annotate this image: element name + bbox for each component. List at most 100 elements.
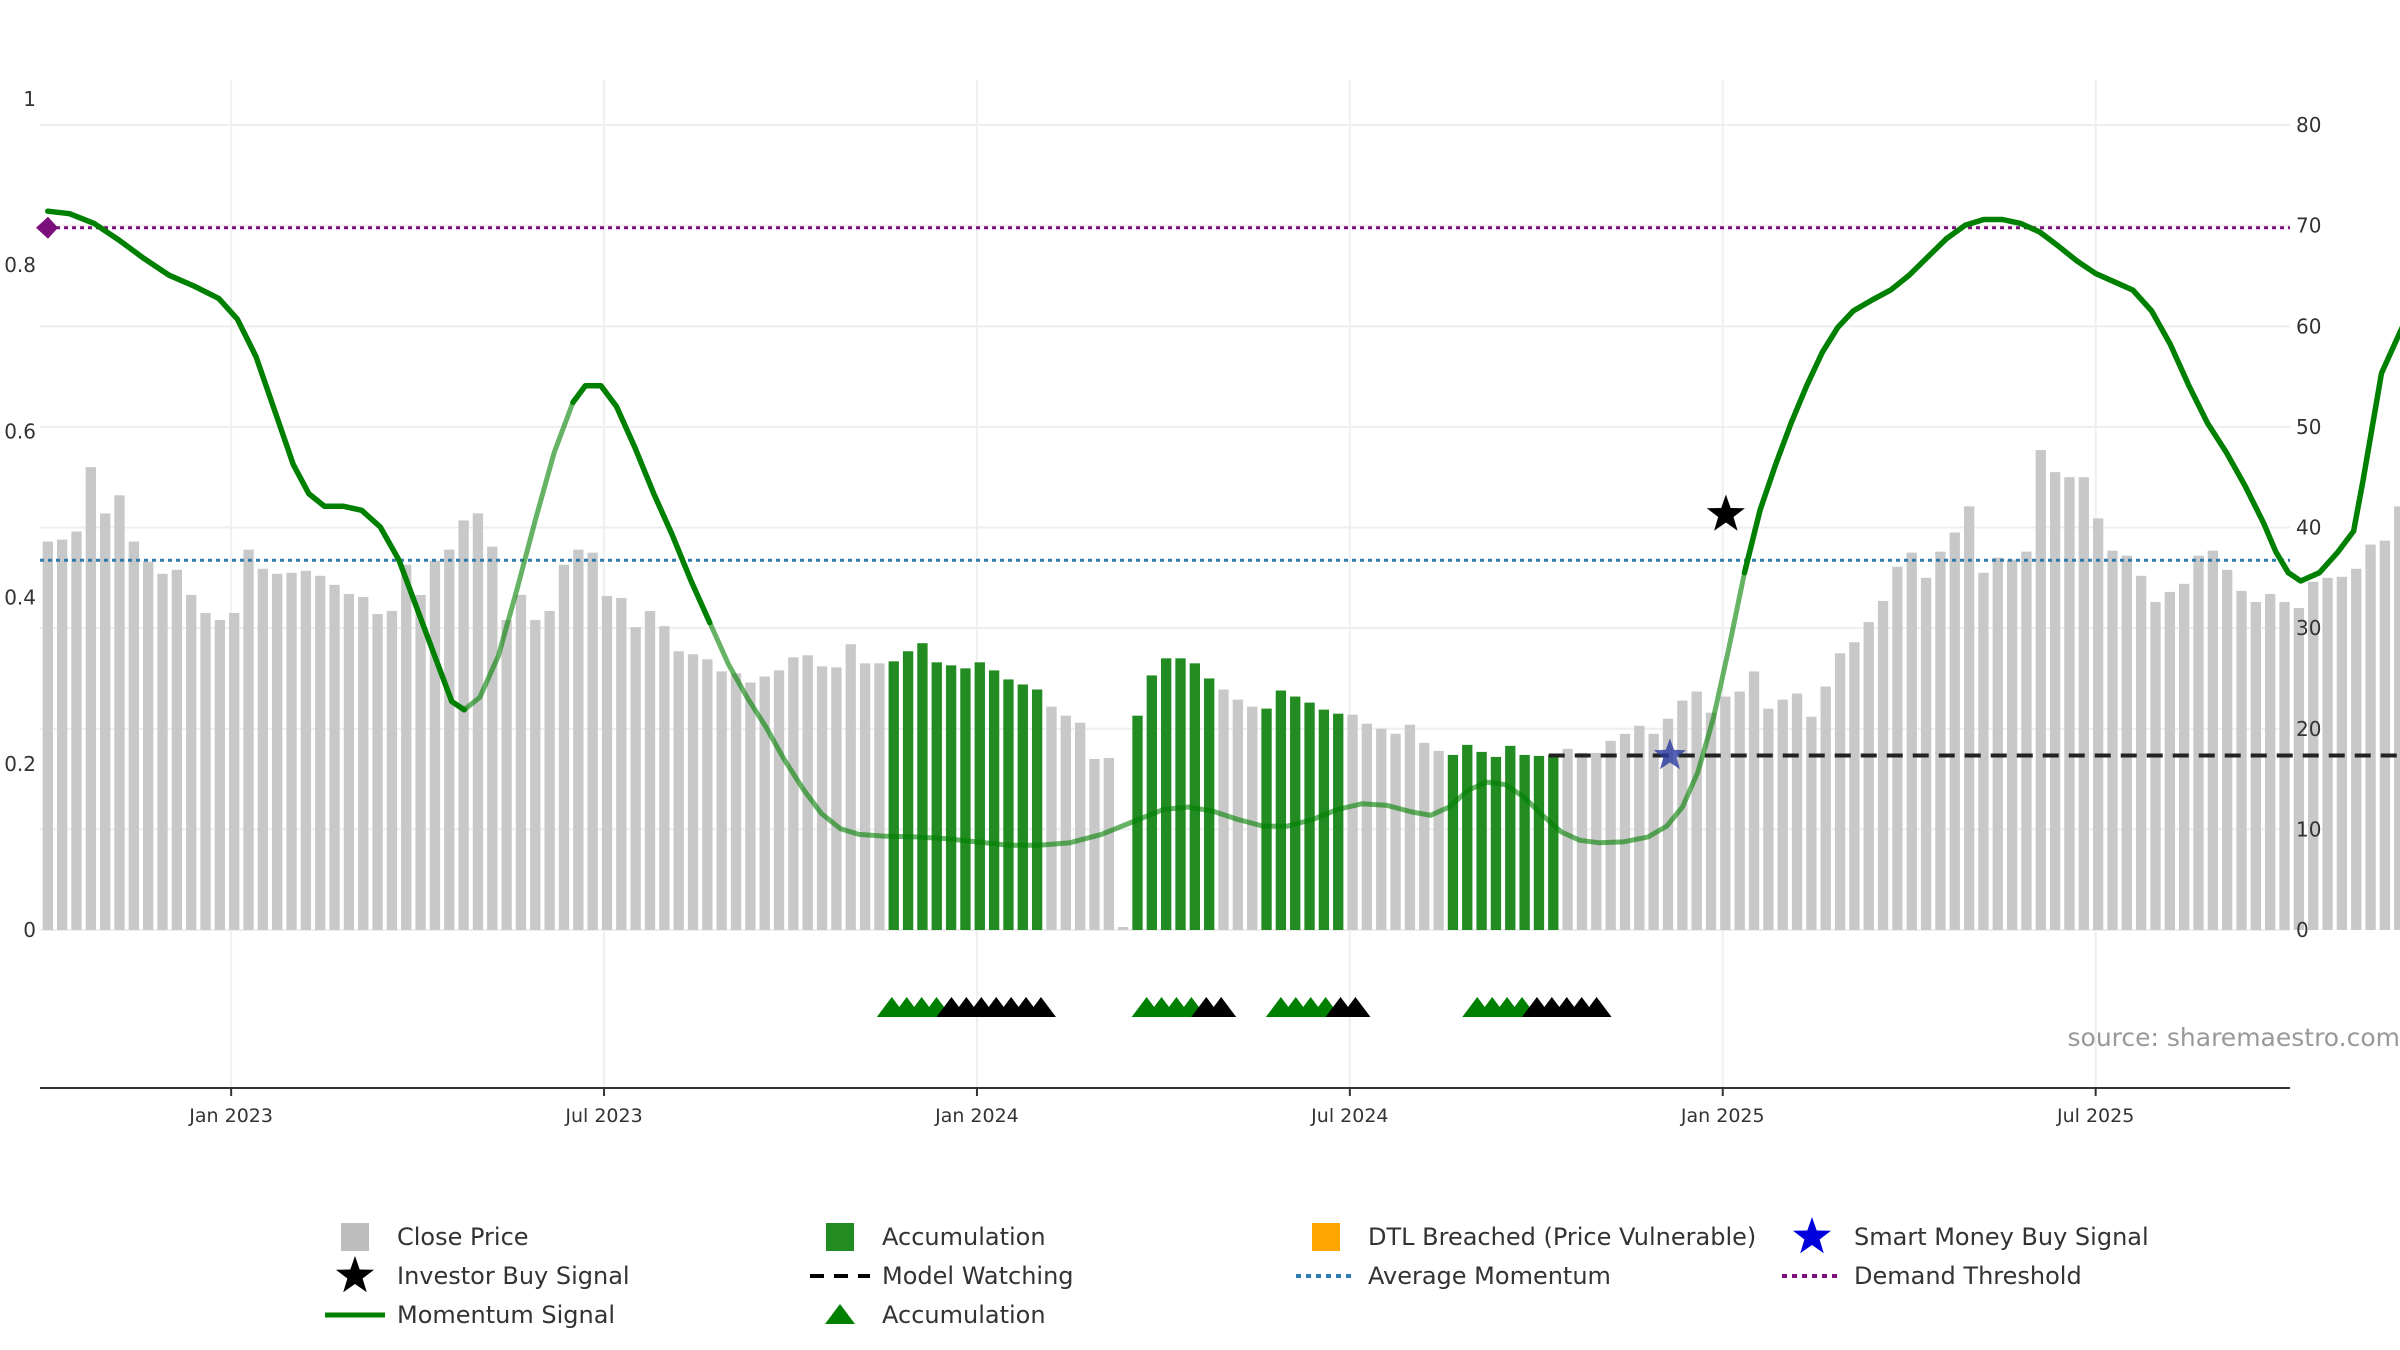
close-price-bar [315, 575, 326, 930]
legend-label: DTL Breached (Price Vulnerable) [1368, 1223, 1756, 1251]
close-price-bar [2222, 569, 2233, 930]
legend-label: Smart Money Buy Signal [1854, 1223, 2149, 1251]
close-price-bar [1089, 758, 1100, 930]
close-price-bar [1748, 671, 1760, 930]
close-price-bar [1677, 700, 1688, 930]
legend-item-demand: Demand Threshold [1782, 1262, 2082, 1290]
close-price-bar [2078, 477, 2089, 930]
close-price-bar [42, 541, 53, 930]
legend-item-smart: Smart Money Buy Signal [1793, 1217, 2149, 1254]
close-price-bar [2379, 540, 2391, 930]
close-price-bar [515, 594, 527, 930]
close-price-bar [859, 663, 871, 930]
close-price-bar [257, 568, 269, 930]
close-price-bar [558, 564, 570, 930]
close-price-bar [1849, 642, 1860, 930]
close-price-bar [472, 513, 484, 930]
close-price-bar [1232, 699, 1244, 930]
accumulation-bar [1003, 679, 1014, 930]
accumulation-markers [876, 997, 1612, 1017]
close-price-bar [272, 573, 283, 930]
accumulation-bar [1146, 675, 1157, 930]
close-price-bar [171, 569, 183, 930]
legend-label: Accumulation [882, 1223, 1046, 1251]
close-price-bar [329, 584, 340, 930]
close-price-bar [1720, 696, 1731, 930]
close-price-bar [429, 560, 441, 930]
legend-item-avgmom: Average Momentum [1296, 1262, 1611, 1290]
legend-swatch [1312, 1223, 1340, 1251]
accumulation-bar [1290, 696, 1301, 930]
legend-item-close: Close Price [341, 1223, 529, 1251]
close-price-bar [1247, 706, 1258, 930]
demand-threshold-marker [36, 216, 58, 239]
close-price-bar [143, 561, 154, 930]
close-price-bar [2193, 555, 2204, 930]
right-tick-label: 0 [2296, 918, 2309, 942]
close-price-bar [1834, 653, 1846, 930]
close-price-bar [1347, 714, 1358, 930]
close-price-bar [372, 614, 383, 930]
close-price-bar [2336, 576, 2348, 930]
close-price-bar [659, 626, 670, 930]
close-price-bar [2394, 506, 2400, 930]
momentum-signal-segment [461, 399, 576, 713]
close-price-bar [1605, 740, 1616, 930]
accumulation-bar [888, 661, 899, 930]
close-price-bar [71, 531, 82, 930]
close-price-bar [128, 541, 139, 930]
close-price-bar [186, 594, 197, 930]
close-price-bar [2351, 568, 2362, 930]
accumulation-bar [1204, 678, 1215, 930]
accumulation-bar [1333, 713, 1344, 930]
accumulation-triangle-black [1581, 997, 1612, 1017]
close-price-bar [544, 611, 555, 930]
accumulation-triangle-black [1340, 997, 1371, 1017]
legend-label: Accumulation [882, 1301, 1046, 1329]
legend-swatch [336, 1256, 374, 1293]
close-price-bar [114, 495, 125, 930]
close-price-bar [1877, 600, 1889, 930]
accumulation-bar [1318, 709, 1330, 930]
legend-swatch [1793, 1217, 1831, 1254]
close-price-bar [2164, 591, 2175, 930]
close-price-bar [1777, 699, 1788, 930]
close-price-bar [343, 593, 355, 930]
close-price-bar [587, 552, 598, 930]
close-price-bar [501, 620, 512, 930]
close-price-bar [816, 666, 828, 930]
close-price-bar [229, 613, 240, 930]
close-price-bar [2150, 601, 2161, 930]
close-price-bar [2236, 590, 2247, 930]
x-tick-label: Jul 2024 [1310, 1105, 1388, 1127]
legend-label: Demand Threshold [1854, 1262, 2082, 1290]
close-price-bar [702, 659, 713, 930]
left-tick-label: 0.6 [4, 419, 36, 443]
close-price-bar [1705, 712, 1717, 930]
close-price-bar [2121, 555, 2132, 930]
axes: Jan 2023 Jul 2023 Jan 2024 Jul 2024 Jan 2025… [4, 87, 2321, 1127]
close-price-bar [300, 570, 312, 930]
x-tick-label: Jan 2024 [934, 1105, 1019, 1127]
close-price-bar [1892, 566, 1903, 930]
legend-item-dtl: DTL Breached (Price Vulnerable) [1312, 1223, 1756, 1251]
close-price-bar [2049, 472, 2061, 930]
legend-item-investor: Investor Buy Signal [336, 1256, 630, 1293]
close-price-bar [2092, 518, 2104, 930]
legend-label: Close Price [397, 1223, 529, 1251]
accumulation-bar [931, 662, 942, 930]
close-price-bar [243, 549, 254, 930]
close-price-bar [2207, 550, 2219, 930]
close-price-bar [2064, 477, 2075, 930]
signal-markers [1653, 494, 1745, 770]
reference-lines [36, 216, 2400, 758]
close-price-bar [1791, 693, 1803, 930]
close-price-bar [56, 539, 68, 930]
accumulation-bar [1462, 744, 1473, 930]
legend-swatch [825, 1304, 855, 1324]
accumulation-bar [974, 662, 985, 930]
momentum-signal-segment [570, 382, 713, 626]
close-price-bar [1074, 722, 1086, 930]
right-tick-label: 20 [2296, 717, 2321, 741]
